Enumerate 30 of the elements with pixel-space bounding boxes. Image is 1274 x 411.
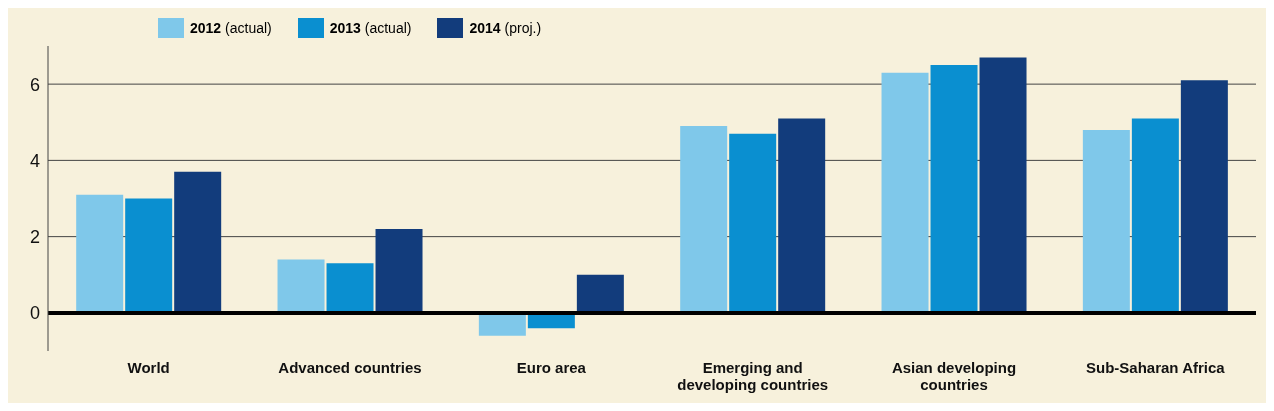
bar [1082, 129, 1130, 313]
x-tick-label: World [127, 359, 170, 376]
bar [326, 263, 374, 313]
bar [729, 133, 777, 313]
bar [125, 198, 173, 313]
bar [1131, 118, 1179, 313]
bar [76, 194, 124, 313]
bar [576, 274, 624, 313]
y-tick-label: 6 [29, 74, 40, 95]
x-tick-label: Emerging and developing countries [677, 359, 829, 393]
bar [680, 126, 728, 313]
bar [277, 259, 325, 313]
bar [375, 229, 423, 313]
legend-label: 2012 (actual) [190, 20, 272, 36]
bar [174, 171, 222, 313]
bar [1180, 80, 1228, 313]
bar [778, 118, 826, 313]
legend-label: 2014 (proj.) [469, 20, 542, 36]
x-tick-label: Asian developing countries [891, 359, 1017, 393]
y-tick-label: 4 [29, 150, 40, 171]
x-tick-label: Euro area [516, 359, 587, 376]
y-tick-label: 0 [29, 303, 40, 324]
x-tick-label: Advanced countries [278, 359, 422, 376]
bar [478, 312, 526, 336]
x-tick-label: Sub-Saharan Africa [1086, 359, 1226, 376]
bar [881, 72, 929, 313]
bar [930, 65, 978, 313]
legend-label: 2013 (actual) [329, 20, 412, 36]
y-tick-label: 2 [29, 227, 40, 248]
bar [979, 57, 1027, 313]
